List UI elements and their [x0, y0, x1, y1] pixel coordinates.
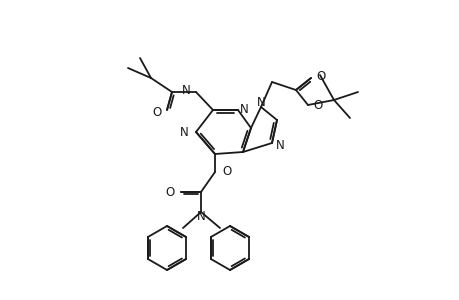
- Text: N: N: [240, 103, 248, 116]
- Text: O: O: [222, 164, 231, 178]
- Text: O: O: [312, 98, 322, 112]
- Text: N: N: [180, 125, 189, 139]
- Text: N: N: [196, 211, 205, 224]
- Text: N: N: [275, 139, 284, 152]
- Text: O: O: [152, 106, 162, 118]
- Text: O: O: [315, 70, 325, 83]
- Text: N: N: [256, 95, 265, 109]
- Text: O: O: [165, 185, 174, 199]
- Text: N: N: [182, 83, 190, 97]
